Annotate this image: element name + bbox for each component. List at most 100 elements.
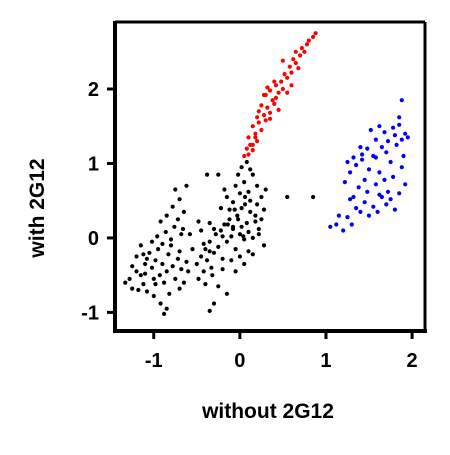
scatter-point — [130, 286, 135, 291]
scatter-point — [134, 254, 139, 259]
scatter-point — [218, 228, 223, 233]
scatter-point — [263, 118, 268, 123]
scatter-point — [168, 243, 174, 248]
scatter-point — [313, 31, 318, 36]
scatter-point — [273, 95, 279, 100]
scatter-point — [248, 167, 253, 172]
scatter-point — [403, 182, 408, 187]
scatter-point — [230, 224, 236, 229]
scatter-point — [328, 224, 333, 229]
scatter-point — [199, 254, 204, 259]
scatter-point — [285, 75, 290, 80]
scatter-point — [392, 133, 397, 138]
scatter-point — [205, 172, 210, 177]
scatter-point — [237, 254, 242, 259]
scatter-point — [136, 287, 141, 293]
y-tick-label: 2 — [88, 79, 99, 101]
scatter-point — [210, 273, 215, 278]
scatter-point — [253, 219, 258, 224]
scatter-point — [186, 269, 191, 274]
scatter-point — [220, 267, 225, 272]
scatter-point — [235, 213, 240, 218]
scatter-point — [233, 247, 238, 252]
scatter-point — [250, 124, 255, 129]
scatter-point — [138, 273, 143, 278]
scatter-point — [179, 232, 184, 237]
scatter-point — [356, 185, 361, 190]
y-tick-label: -1 — [81, 302, 99, 324]
scatter-point — [207, 249, 212, 254]
scatter-point — [172, 224, 177, 229]
scatter-point — [181, 280, 186, 285]
scatter-point — [153, 282, 158, 287]
scatter-point — [377, 124, 382, 129]
scatter-point — [289, 70, 294, 75]
scatter-point — [362, 200, 367, 205]
scatter-point — [201, 241, 206, 246]
scatter-point — [391, 174, 396, 179]
scatter-point — [293, 49, 298, 54]
scatter-point — [280, 86, 285, 92]
scatter-point — [285, 90, 290, 95]
scatter-point — [232, 207, 237, 212]
scatter-point — [371, 204, 376, 209]
scatter-point — [236, 217, 241, 222]
scatter-point — [360, 152, 365, 157]
scatter-point — [242, 180, 247, 185]
scatter-point — [246, 189, 251, 194]
scatter-point — [227, 207, 232, 212]
scatter-point — [158, 301, 163, 306]
scatter-point — [199, 228, 204, 233]
scatter-point — [211, 250, 217, 255]
scatter-point — [282, 72, 287, 77]
scatter-point — [173, 187, 178, 192]
scatter-point — [218, 206, 223, 211]
scatter-point — [207, 220, 212, 226]
scatter-point — [256, 109, 261, 114]
scatter-point — [180, 226, 186, 232]
scatter-point — [175, 217, 180, 222]
scatter-point — [287, 64, 292, 69]
scatter-point — [163, 229, 168, 235]
scatter-point — [392, 207, 397, 212]
scatter-point — [377, 192, 382, 197]
scatter-point — [358, 145, 363, 150]
scatter-point — [255, 139, 260, 144]
scatter-point — [382, 130, 387, 135]
scatter-point — [348, 170, 353, 175]
scatter-point — [237, 232, 242, 237]
scatter-point — [141, 252, 146, 257]
scatter-point — [184, 259, 189, 264]
scatter-point — [336, 213, 341, 218]
scatter-point — [263, 187, 268, 192]
scatter-point — [242, 202, 248, 207]
y-tick-label: 1 — [88, 153, 99, 175]
scatter-point — [349, 222, 354, 227]
scatter-point — [259, 194, 264, 200]
x-tick-label: -1 — [145, 350, 163, 372]
scatter-point — [267, 116, 273, 121]
scatter-point — [239, 224, 244, 229]
scatter-point — [256, 232, 261, 237]
scatter-point — [388, 197, 393, 202]
scatter-point — [273, 83, 279, 88]
scatter-point — [224, 239, 229, 244]
scatter-point — [403, 131, 408, 136]
scatter-point — [167, 291, 172, 296]
scatter-point — [138, 243, 143, 248]
scatter-point — [259, 103, 264, 108]
scatter-point — [379, 145, 384, 150]
scatter-point — [134, 269, 139, 274]
scatter-point — [213, 232, 218, 237]
scatter-point — [239, 206, 244, 211]
scatter-point — [242, 153, 247, 159]
scatter-point — [179, 267, 184, 272]
scatter-point — [222, 222, 227, 227]
scatter-point — [216, 172, 221, 177]
scatter-point — [230, 200, 236, 205]
scatter-point — [160, 241, 165, 246]
scatter-point — [220, 256, 225, 261]
scatter-point — [253, 213, 258, 218]
scatter-point — [166, 252, 171, 257]
ticks-layer: -1 0 1 2 -1 0 1 2 — [81, 79, 417, 372]
